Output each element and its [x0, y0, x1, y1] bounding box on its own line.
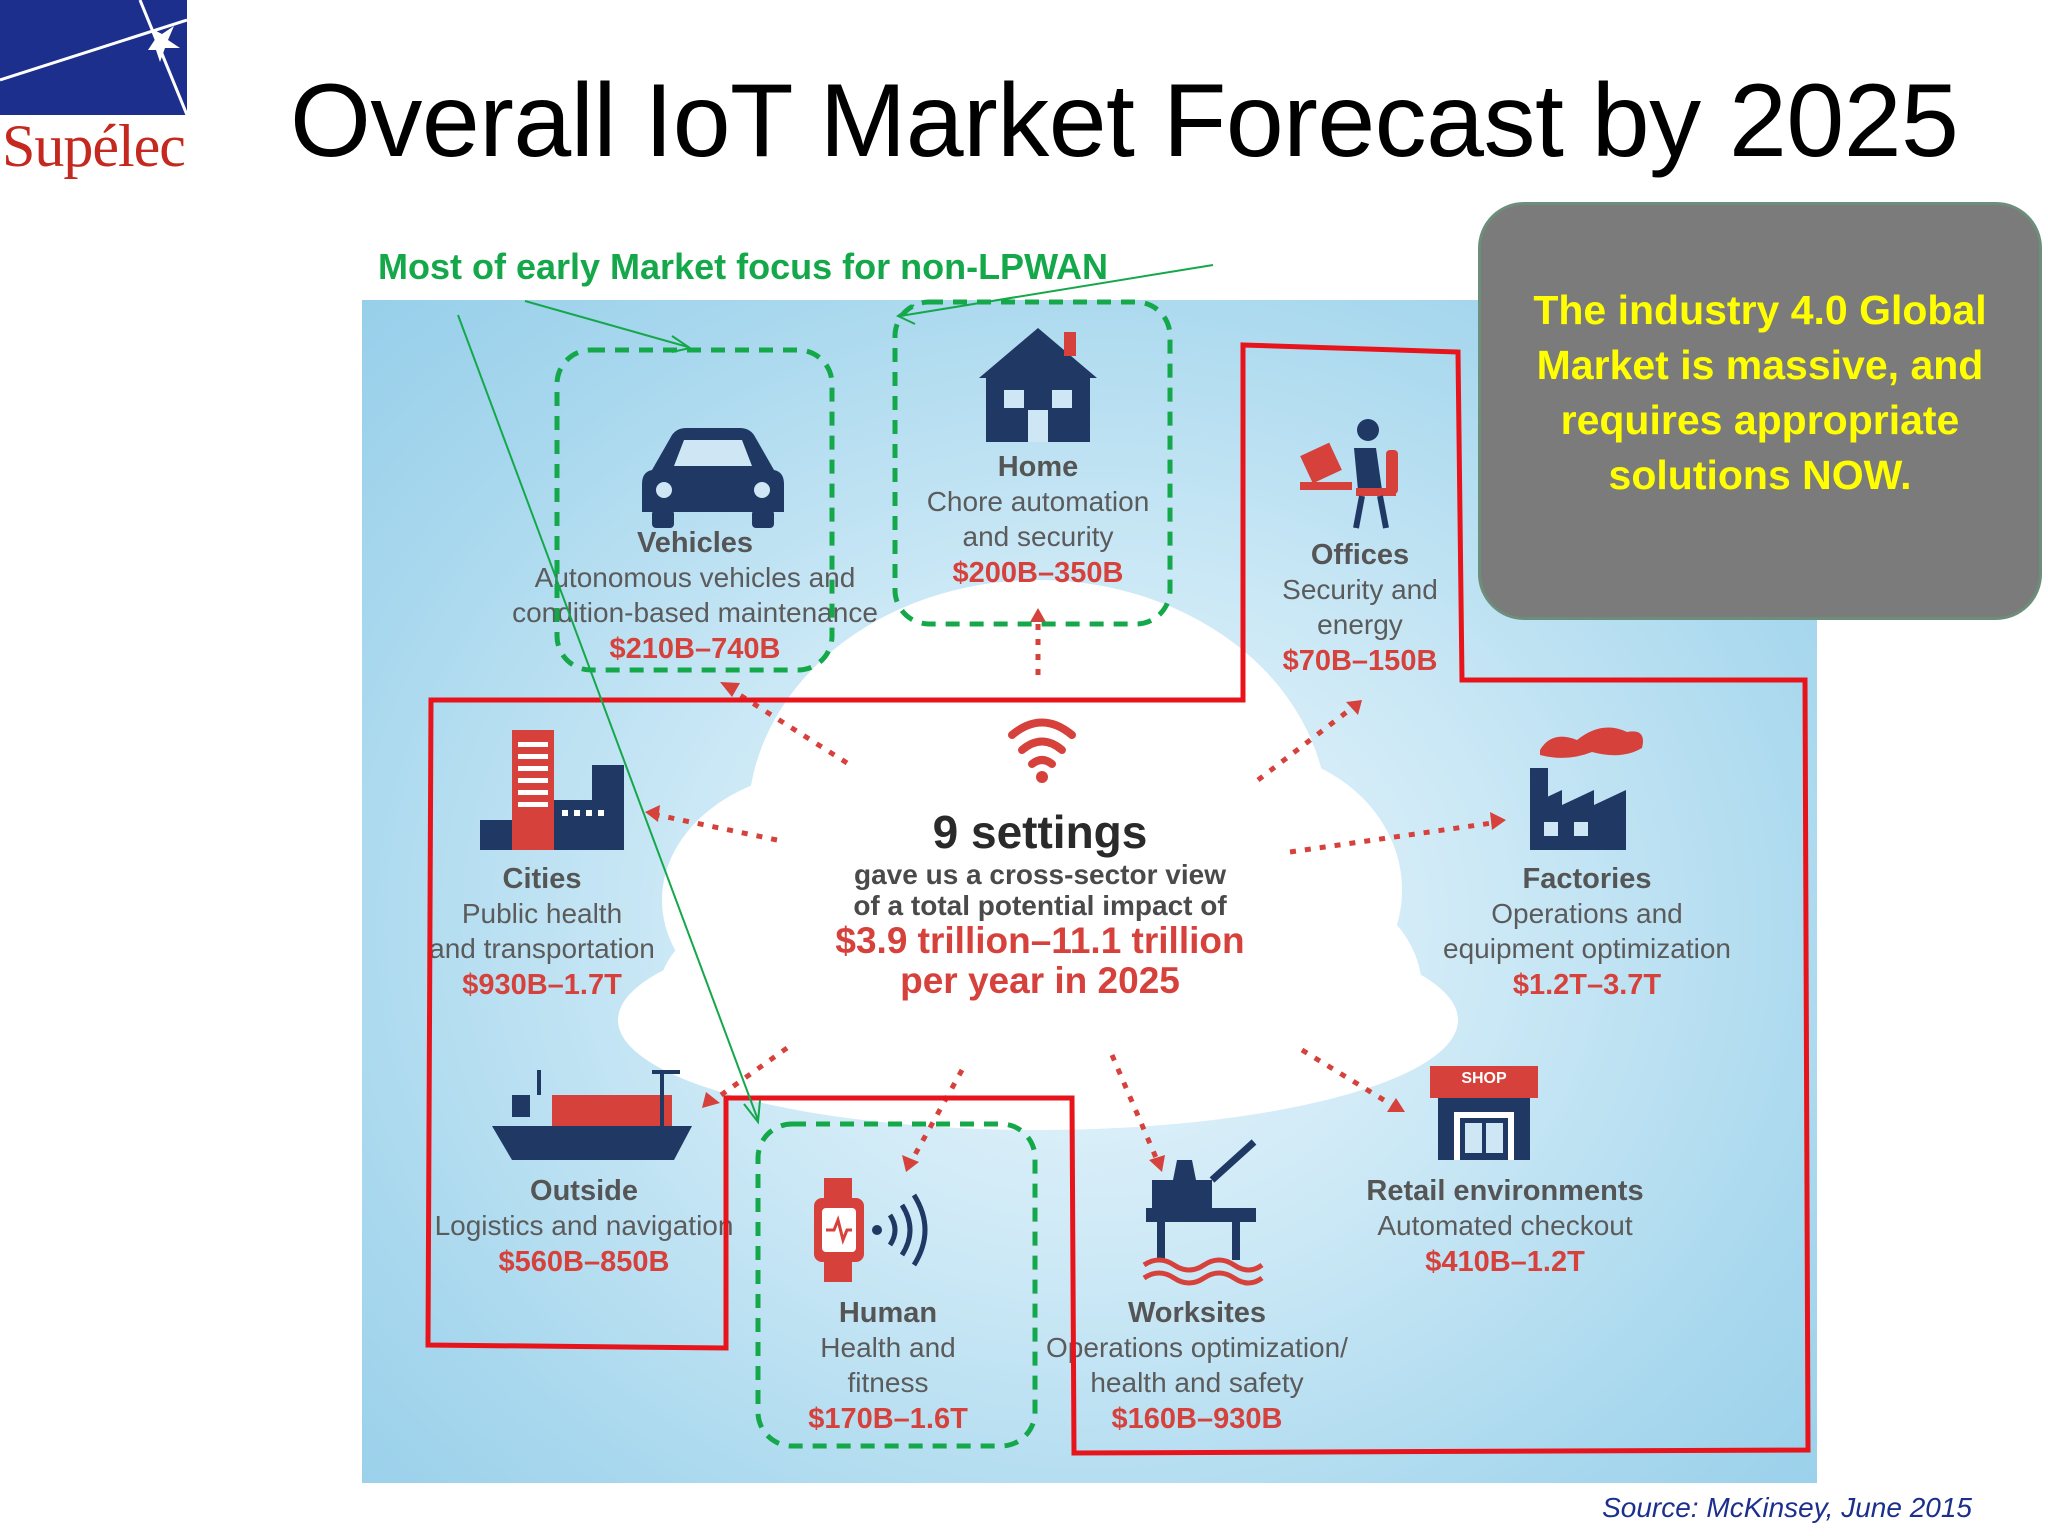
logo-wordmark: Supélec	[2, 113, 186, 179]
early-market-annotation: Most of early Market focus for non-LPWAN	[378, 246, 1109, 287]
human-green-box	[755, 1121, 1038, 1449]
logo-star-square	[0, 0, 187, 115]
smartwatch-icon	[814, 1178, 928, 1282]
supelec-logo: Supélec	[0, 0, 190, 190]
sector-name: Cities	[502, 863, 582, 895]
source-citation: Source: McKinsey, June 2015	[1602, 1492, 1972, 1523]
sector-desc: and transportation	[429, 933, 655, 964]
vehicles-green-box	[554, 347, 835, 673]
sector-value: $1.2T–3.7T	[1512, 969, 1662, 1001]
sector-factories: Factories Operations and equipment optim…	[1443, 862, 1731, 1004]
sector-desc: Health and	[820, 1332, 956, 1363]
shop-sign-text: SHOP	[1461, 1070, 1507, 1087]
impact-range: $3.9 trillion–11.1 trillion	[835, 920, 1245, 961]
sector-retail: Retail environments Automated checkout $…	[1366, 1174, 1643, 1281]
summary-line-1: gave us a cross-sector view	[854, 859, 1226, 890]
sector-desc: Public health	[461, 898, 623, 929]
sector-value: $210B–740B	[609, 633, 781, 665]
arrow-retail	[1300, 1047, 1394, 1108]
sector-desc: Autonomous vehicles and	[534, 562, 856, 593]
shop-icon	[1430, 1066, 1538, 1160]
arrow-worksites	[1109, 1054, 1160, 1161]
sector-desc: Security and	[1282, 574, 1438, 605]
sector-value: $160B–930B	[1111, 1403, 1283, 1435]
sector-name: Vehicles	[636, 527, 754, 559]
arrow-cities	[656, 812, 778, 843]
sector-desc: Automated checkout	[1377, 1210, 1633, 1241]
sector-value: $930B–1.7T	[462, 969, 622, 1001]
sector-name: Retail environments	[1366, 1175, 1644, 1207]
sector-desc: Operations and	[1491, 898, 1683, 929]
sector-desc: fitness	[847, 1367, 929, 1398]
office-worker-icon	[1300, 419, 1398, 529]
sector-name: Human	[838, 1297, 938, 1329]
sector-desc: energy	[1317, 609, 1403, 640]
sector-desc: Chore automation	[926, 486, 1150, 517]
house-icon	[979, 328, 1097, 442]
wifi-icon	[1008, 718, 1076, 768]
iot-infographic: SHOP Vehicles Autonomous vehicles and co…	[362, 300, 1817, 1483]
sector-value: $200B–350B	[952, 557, 1124, 589]
settings-count: 9 settings	[932, 806, 1148, 858]
sector-desc: health and safety	[1090, 1367, 1304, 1398]
cargo-ship-icon	[492, 1070, 692, 1160]
sector-home: Home Chore automation and security $200B…	[927, 450, 1150, 592]
sector-value: $70B–150B	[1282, 645, 1438, 677]
impact-period: per year in 2025	[900, 960, 1180, 1001]
center-summary: 9 settings gave us a cross-sector view o…	[690, 805, 1390, 1001]
arrow-offices	[1256, 706, 1354, 782]
sector-value: $560B–850B	[498, 1246, 670, 1278]
sector-offices: Offices Security and energy $70B–150B	[1282, 538, 1438, 680]
sector-human: Human Health and fitness $170B–1.6T	[808, 1296, 968, 1438]
car-icon	[642, 428, 784, 528]
sector-value: $410B–1.2T	[1425, 1246, 1585, 1278]
sector-desc: and security	[962, 521, 1114, 552]
summary-line-2: of a total potential impact of	[853, 890, 1227, 921]
sector-name: Worksites	[1127, 1297, 1267, 1329]
sector-desc: Operations optimization/	[1046, 1332, 1348, 1363]
sector-name: Home	[997, 451, 1079, 483]
arrow-factories	[1289, 820, 1493, 855]
sector-name: Outside	[530, 1175, 638, 1207]
sector-name: Factories	[1522, 863, 1652, 895]
sector-name: Offices	[1310, 539, 1410, 571]
sector-outside: Outside Logistics and navigation $560B–8…	[435, 1174, 734, 1281]
home-green-box	[892, 299, 1173, 627]
sector-value: $170B–1.6T	[808, 1403, 968, 1435]
sector-vehicles: Vehicles Autonomous vehicles and conditi…	[512, 526, 878, 668]
factory-icon	[1530, 727, 1643, 850]
industry-callout: The industry 4.0 Global Market is massiv…	[1478, 202, 2042, 620]
callout-text: The industry 4.0 Global Market is massiv…	[1533, 287, 1987, 498]
sector-desc: Logistics and navigation	[434, 1210, 734, 1241]
sector-worksites: Worksites Operations optimization/ healt…	[1046, 1296, 1348, 1438]
industry-red-outline	[425, 342, 1811, 1456]
slide-title: Overall IoT Market Forecast by 2025	[290, 63, 1959, 179]
sector-desc: equipment optimization	[1443, 933, 1731, 964]
arrow-human	[909, 1068, 965, 1162]
city-buildings-icon	[480, 730, 624, 850]
oil-rig-icon	[1142, 1139, 1264, 1286]
sector-cities: Cities Public health and transportation …	[429, 862, 655, 1004]
